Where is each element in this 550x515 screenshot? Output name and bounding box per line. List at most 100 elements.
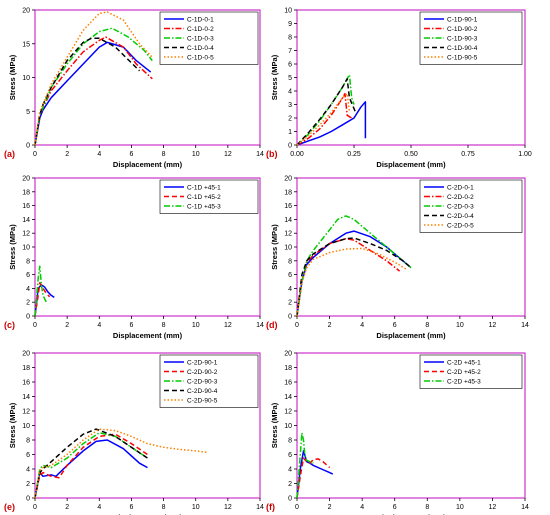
legend-entry-label: C-2D-90-5 <box>187 398 218 405</box>
y-tick-label: 16 <box>22 380 30 387</box>
x-tick-label: 4 <box>360 504 364 511</box>
series-line <box>296 101 367 146</box>
x-tick-label: 1.00 <box>518 151 532 158</box>
y-tick-label: 6 <box>26 452 30 459</box>
x-tick-label: 14 <box>256 151 264 158</box>
x-tick-label: 0 <box>33 504 37 511</box>
y-tick-label: 20 <box>22 8 30 15</box>
y-tick-label: 14 <box>284 394 292 401</box>
x-axis-label: Displacement (mm) <box>113 160 183 169</box>
y-tick-label: 2 <box>288 300 292 307</box>
legend-entry-label: C-1D-90-1 <box>447 17 478 24</box>
x-tick-label: 12 <box>224 322 232 329</box>
legend-entry-label: C-1D +45-2 <box>187 194 221 201</box>
x-tick-label: 8 <box>162 151 166 158</box>
y-tick-label: 2 <box>26 300 30 307</box>
y-axis-label: Stress (MPa) <box>8 402 17 448</box>
y-tick-label: 0 <box>288 314 292 321</box>
x-axis-label: Displacement (mm) <box>376 160 446 169</box>
y-tick-label: 5 <box>26 109 30 116</box>
series-line <box>296 237 412 317</box>
legend-entry-label: C-1D-0-5 <box>187 55 214 62</box>
y-tick-label: 10 <box>284 8 292 15</box>
y-tick-label: 16 <box>284 203 292 210</box>
x-tick-label: 2 <box>328 504 332 511</box>
series-line <box>34 439 148 499</box>
panel-label: (e) <box>4 502 15 512</box>
x-tick-label: 6 <box>129 151 133 158</box>
y-tick-label: 6 <box>288 62 292 69</box>
y-tick-label: 4 <box>26 286 30 293</box>
legend-entry-label: C-2D-0-4 <box>447 213 474 220</box>
series-line <box>34 11 153 146</box>
y-tick-label: 10 <box>22 423 30 430</box>
y-tick-label: 8 <box>288 438 292 445</box>
y-tick-label: 18 <box>284 189 292 196</box>
x-tick-label: 6 <box>393 322 397 329</box>
legend-entry-label: C-1D-90-4 <box>447 45 478 52</box>
legend-entry-label: C-1D +45-3 <box>187 204 221 211</box>
legend-entry-label: C-2D-90-2 <box>187 369 218 376</box>
x-tick-label: 6 <box>393 504 397 511</box>
series-line <box>34 265 47 317</box>
x-tick-label: 10 <box>192 151 200 158</box>
y-tick-label: 8 <box>26 438 30 445</box>
legend-entry-label: C-1D-90-5 <box>447 55 478 62</box>
x-tick-label: 12 <box>224 504 232 511</box>
legend-entry-label: C-2D-90-1 <box>187 360 218 367</box>
legend-entry-label: C-2D-0-1 <box>447 185 474 192</box>
y-tick-label: 8 <box>26 258 30 265</box>
y-tick-label: 10 <box>22 245 30 252</box>
x-tick-label: 0 <box>33 322 37 329</box>
x-tick-label: 10 <box>456 322 464 329</box>
legend-entry-label: C-1D-0-3 <box>187 36 214 43</box>
y-tick-label: 4 <box>26 467 30 474</box>
x-tick-label: 0.00 <box>290 151 304 158</box>
y-tick-label: 6 <box>26 272 30 279</box>
y-tick-label: 20 <box>22 176 30 183</box>
y-tick-label: 4 <box>288 467 292 474</box>
series-line <box>34 433 148 499</box>
y-tick-label: 16 <box>284 380 292 387</box>
legend-entry-label: C-1D-90-2 <box>447 26 478 33</box>
chart-panel: 0 2 4 6 8 10 12 14 16 18 20 0 2 4 6 8 10 12 14 Displacement… <box>266 176 529 341</box>
y-axis-label: Stress (MPa) <box>270 402 279 448</box>
x-tick-label: 10 <box>456 504 464 511</box>
y-tick-label: 7 <box>288 48 292 55</box>
x-tick-label: 10 <box>192 504 200 511</box>
y-tick-label: 10 <box>284 423 292 430</box>
y-tick-label: 12 <box>284 409 292 416</box>
legend-entry-label: C-1D +45-1 <box>187 185 221 192</box>
series-line <box>296 457 331 499</box>
y-tick-label: 1 <box>288 129 292 136</box>
x-tick-label: 4 <box>360 322 364 329</box>
y-tick-label: 14 <box>22 394 30 401</box>
y-tick-label: 20 <box>284 176 292 183</box>
legend-entry-label: C-1D-90-3 <box>447 36 478 43</box>
x-tick-label: 8 <box>425 322 429 329</box>
y-tick-label: 6 <box>288 272 292 279</box>
legend-entry-label: C-2D-0-3 <box>447 204 474 211</box>
series-line <box>34 284 55 317</box>
x-tick-label: 0 <box>33 151 37 158</box>
panel-label: (a) <box>4 149 15 159</box>
y-tick-label: 15 <box>22 41 30 48</box>
chart-panel: 0 2 4 6 8 10 12 14 16 18 20 0 2 4 6 8 10 12 14 Displacement… <box>266 351 529 515</box>
series-line <box>296 215 412 317</box>
y-tick-label: 14 <box>284 217 292 224</box>
y-tick-label: 0 <box>26 143 30 150</box>
y-tick-label: 18 <box>22 189 30 196</box>
y-tick-label: 0 <box>26 496 30 503</box>
legend-entry-label: C-1D-0-1 <box>187 17 214 24</box>
x-tick-label: 12 <box>489 504 497 511</box>
series-line <box>296 432 314 499</box>
x-tick-label: 0 <box>295 322 299 329</box>
x-tick-label: 0.25 <box>347 151 361 158</box>
legend-entry-label: C-1D-0-2 <box>187 26 214 33</box>
y-tick-label: 18 <box>22 365 30 372</box>
y-tick-label: 10 <box>284 245 292 252</box>
panel-label: (f) <box>266 502 275 512</box>
x-axis-label: Displacement (mm) <box>376 331 446 340</box>
y-tick-label: 14 <box>22 217 30 224</box>
x-tick-label: 0 <box>295 504 299 511</box>
